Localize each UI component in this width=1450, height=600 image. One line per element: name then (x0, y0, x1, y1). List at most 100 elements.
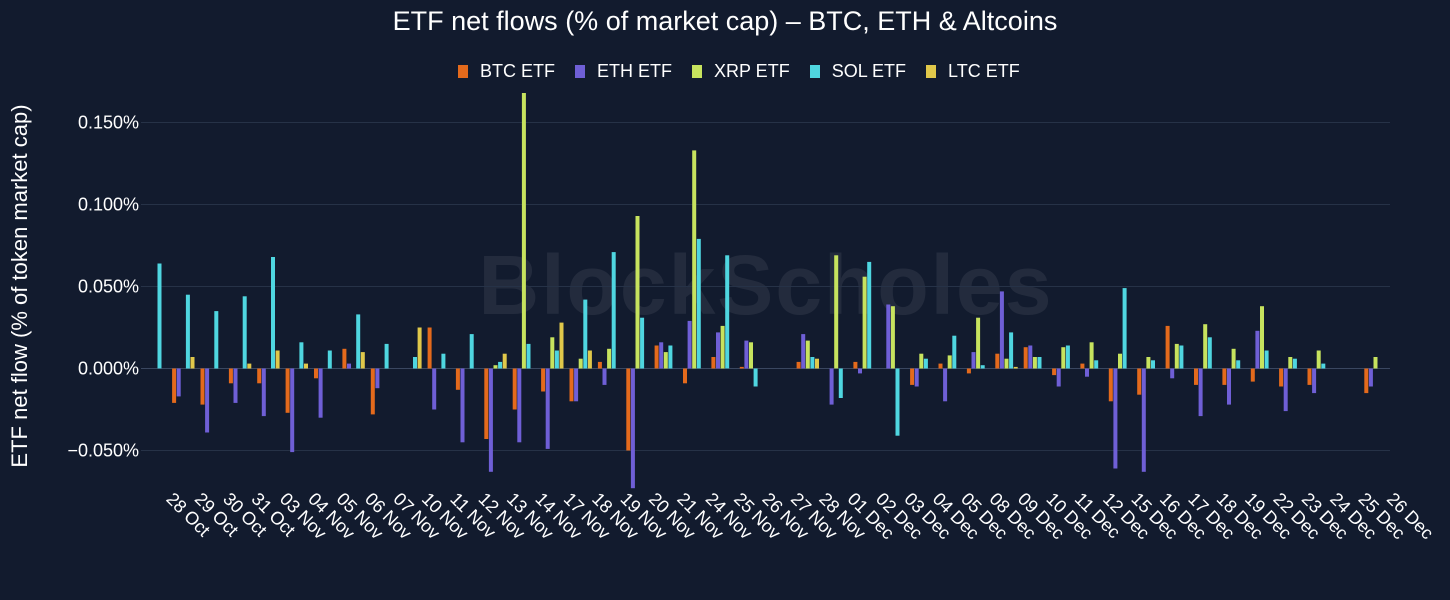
bar-sol-etf[interactable] (583, 299, 588, 369)
bar-xrp-etf[interactable] (1061, 347, 1066, 369)
bar-xrp-etf[interactable] (1203, 324, 1208, 369)
bar-sol-etf[interactable] (185, 294, 190, 369)
bar-xrp-etf[interactable] (919, 353, 924, 369)
bar-eth-etf[interactable] (716, 332, 720, 369)
bar-btc-etf[interactable] (910, 368, 915, 385)
bar-eth-etf[interactable] (943, 368, 948, 402)
bar-eth-etf[interactable] (1283, 368, 1288, 412)
bar-sol-etf[interactable] (441, 353, 446, 369)
bar-sol-etf[interactable] (1292, 358, 1297, 369)
bar-sol-etf[interactable] (271, 257, 275, 369)
bar-xrp-etf[interactable] (890, 306, 895, 369)
bar-sol-etf[interactable] (952, 335, 957, 369)
bar-xrp-etf[interactable] (1004, 358, 1009, 369)
bar-btc-etf[interactable] (257, 368, 262, 384)
bar-ltc-etf[interactable] (360, 352, 365, 369)
bar-eth-etf[interactable] (318, 368, 323, 418)
bar-btc-etf[interactable] (314, 368, 318, 379)
bar-btc-etf[interactable] (1165, 325, 1170, 369)
bar-ltc-etf[interactable] (275, 350, 280, 369)
bar-btc-etf[interactable] (1023, 347, 1028, 369)
bar-btc-etf[interactable] (512, 368, 517, 410)
bar-btc-etf[interactable] (626, 368, 631, 451)
bar-xrp-etf[interactable] (1146, 357, 1151, 369)
bar-ltc-etf[interactable] (559, 322, 564, 369)
bar-xrp-etf[interactable] (834, 255, 839, 369)
legend-item[interactable]: LTC ETF (926, 61, 1020, 82)
bar-xrp-etf[interactable] (720, 325, 725, 369)
bar-btc-etf[interactable] (427, 327, 432, 369)
legend-item[interactable]: BTC ETF (458, 61, 555, 82)
bar-btc-etf[interactable] (370, 368, 375, 415)
bar-xrp-etf[interactable] (1260, 306, 1264, 369)
bar-sol-etf[interactable] (725, 255, 730, 369)
bar-btc-etf[interactable] (1194, 368, 1198, 385)
bar-sol-etf[interactable] (1065, 345, 1070, 369)
bar-eth-etf[interactable] (687, 320, 692, 369)
bar-btc-etf[interactable] (1250, 368, 1255, 382)
bar-xrp-etf[interactable] (1174, 343, 1179, 369)
bar-sol-etf[interactable] (1151, 360, 1155, 369)
bar-btc-etf[interactable] (711, 357, 716, 369)
bar-eth-etf[interactable] (488, 368, 493, 472)
bar-eth-etf[interactable] (432, 368, 437, 410)
bar-eth-etf[interactable] (801, 334, 806, 369)
bar-btc-etf[interactable] (853, 361, 858, 369)
bar-sol-etf[interactable] (157, 263, 162, 369)
bar-xrp-etf[interactable] (976, 317, 981, 369)
bar-btc-etf[interactable] (285, 368, 290, 413)
bar-eth-etf[interactable] (1368, 368, 1373, 387)
bar-sol-etf[interactable] (867, 261, 872, 369)
bar-xrp-etf[interactable] (521, 93, 526, 369)
bar-btc-etf[interactable] (200, 368, 205, 405)
bar-ltc-etf[interactable] (247, 363, 252, 369)
bar-sol-etf[interactable] (1009, 332, 1014, 369)
bar-eth-etf[interactable] (914, 368, 919, 387)
bar-sol-etf[interactable] (498, 361, 503, 369)
bar-ltc-etf[interactable] (304, 363, 308, 369)
bar-eth-etf[interactable] (233, 368, 238, 403)
bar-eth-etf[interactable] (261, 368, 266, 417)
bar-eth-etf[interactable] (999, 291, 1004, 369)
bar-btc-etf[interactable] (172, 368, 177, 403)
bar-sol-etf[interactable] (640, 317, 645, 369)
bar-xrp-etf[interactable] (1032, 357, 1037, 369)
bar-xrp-etf[interactable] (635, 216, 640, 369)
bar-eth-etf[interactable] (858, 368, 862, 374)
bar-xrp-etf[interactable] (862, 276, 867, 369)
bar-eth-etf[interactable] (659, 342, 664, 369)
bar-sol-etf[interactable] (980, 365, 985, 369)
bar-xrp-etf[interactable] (1118, 353, 1122, 369)
bar-sol-etf[interactable] (1207, 337, 1212, 369)
bar-btc-etf[interactable] (342, 348, 347, 369)
bar-sol-etf[interactable] (1236, 360, 1241, 369)
bar-eth-etf[interactable] (971, 352, 976, 369)
bar-sol-etf[interactable] (895, 368, 900, 436)
bar-btc-etf[interactable] (995, 353, 1000, 369)
bar-xrp-etf[interactable] (1316, 350, 1321, 369)
bar-eth-etf[interactable] (1056, 368, 1061, 387)
bar-sol-etf[interactable] (242, 296, 247, 369)
bar-sol-etf[interactable] (838, 368, 843, 399)
bar-xrp-etf[interactable] (1373, 357, 1378, 369)
bar-ltc-etf[interactable] (502, 353, 507, 369)
bar-xrp-etf[interactable] (578, 358, 583, 369)
bar-sol-etf[interactable] (384, 343, 389, 369)
bar-xrp-etf[interactable] (805, 340, 810, 369)
bar-sol-etf[interactable] (1321, 363, 1326, 369)
bar-btc-etf[interactable] (1222, 368, 1227, 385)
bar-btc-etf[interactable] (966, 368, 971, 374)
bar-eth-etf[interactable] (886, 304, 891, 369)
bar-eth-etf[interactable] (1085, 368, 1089, 377)
bar-sol-etf[interactable] (356, 314, 361, 369)
bar-xrp-etf[interactable] (607, 348, 612, 369)
bar-btc-etf[interactable] (541, 368, 546, 392)
bar-xrp-etf[interactable] (1089, 342, 1094, 369)
bar-btc-etf[interactable] (569, 368, 574, 402)
bar-sol-etf[interactable] (810, 357, 815, 369)
bar-sol-etf[interactable] (1179, 345, 1184, 369)
bar-eth-etf[interactable] (630, 368, 635, 489)
bar-sol-etf[interactable] (1122, 288, 1127, 369)
bar-eth-etf[interactable] (829, 368, 834, 405)
bar-sol-etf[interactable] (753, 368, 758, 387)
